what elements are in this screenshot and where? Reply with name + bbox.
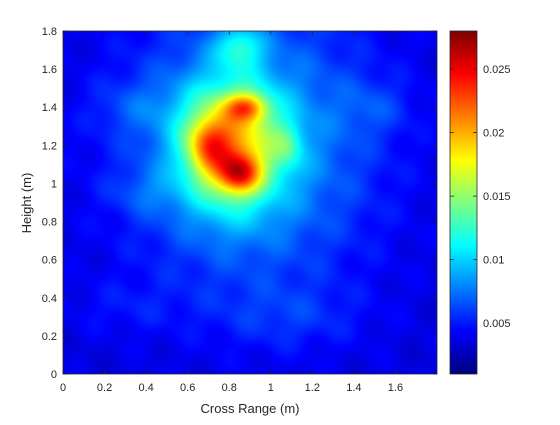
- x-tick-label: 1.2: [305, 382, 320, 394]
- x-tick-label: 1.4: [346, 382, 361, 394]
- y-axis-ticks: 0 0.2 0.4 0.6 0.8 1 1.2 1.4 1.6 1.8: [42, 26, 437, 381]
- colorbar-tick-label: 0.015: [483, 191, 511, 203]
- y-axis-label: Height (m): [19, 173, 34, 234]
- colorbar-tick-label: 0.02: [483, 128, 504, 140]
- y-tick-label: 0.8: [42, 217, 57, 229]
- heatmap-image: [63, 31, 437, 374]
- x-tick-label: 0.6: [180, 382, 195, 394]
- y-tick-label: 0.4: [42, 293, 57, 305]
- y-tick-label: 1.8: [42, 26, 57, 38]
- y-tick-label: 0: [51, 369, 57, 381]
- y-tick-label: 1.4: [42, 102, 57, 114]
- heatmap-image-container: [63, 31, 437, 374]
- x-axis-label: Cross Range (m): [201, 401, 300, 416]
- x-tick-label: 1: [268, 382, 274, 394]
- y-tick-label: 1: [51, 178, 57, 190]
- x-tick-label: 0.2: [97, 382, 112, 394]
- colorbar-gradient-container: [450, 31, 477, 374]
- colorbar-tick-label: 0.01: [483, 255, 504, 267]
- y-tick-label: 0.6: [42, 255, 57, 267]
- axes-frame: [62, 30, 438, 375]
- x-axis-ticks: 0 0.2 0.4 0.6 0.8 1 1.2 1.4 1.6: [60, 31, 403, 394]
- x-tick-label: 1.6: [388, 382, 403, 394]
- colorbar-frame: [449, 30, 478, 375]
- y-tick-label: 1.2: [42, 140, 57, 152]
- plot-area: [62, 30, 438, 375]
- y-tick-label: 1.6: [42, 64, 57, 76]
- colorbar-tick-label: 0.005: [483, 318, 511, 330]
- colorbar-tick-label: 0.025: [483, 64, 511, 76]
- y-tick-label: 0.2: [42, 331, 57, 343]
- colorbar: 0.005 0.01 0.015 0.02 0.025: [449, 30, 511, 375]
- x-tick-label: 0.8: [222, 382, 237, 394]
- x-tick-label: 0.4: [138, 382, 153, 394]
- colorbar-ticks: 0.005 0.01 0.015 0.02 0.025: [450, 64, 511, 330]
- x-tick-label: 0: [60, 382, 66, 394]
- colorbar-gradient: [450, 31, 477, 374]
